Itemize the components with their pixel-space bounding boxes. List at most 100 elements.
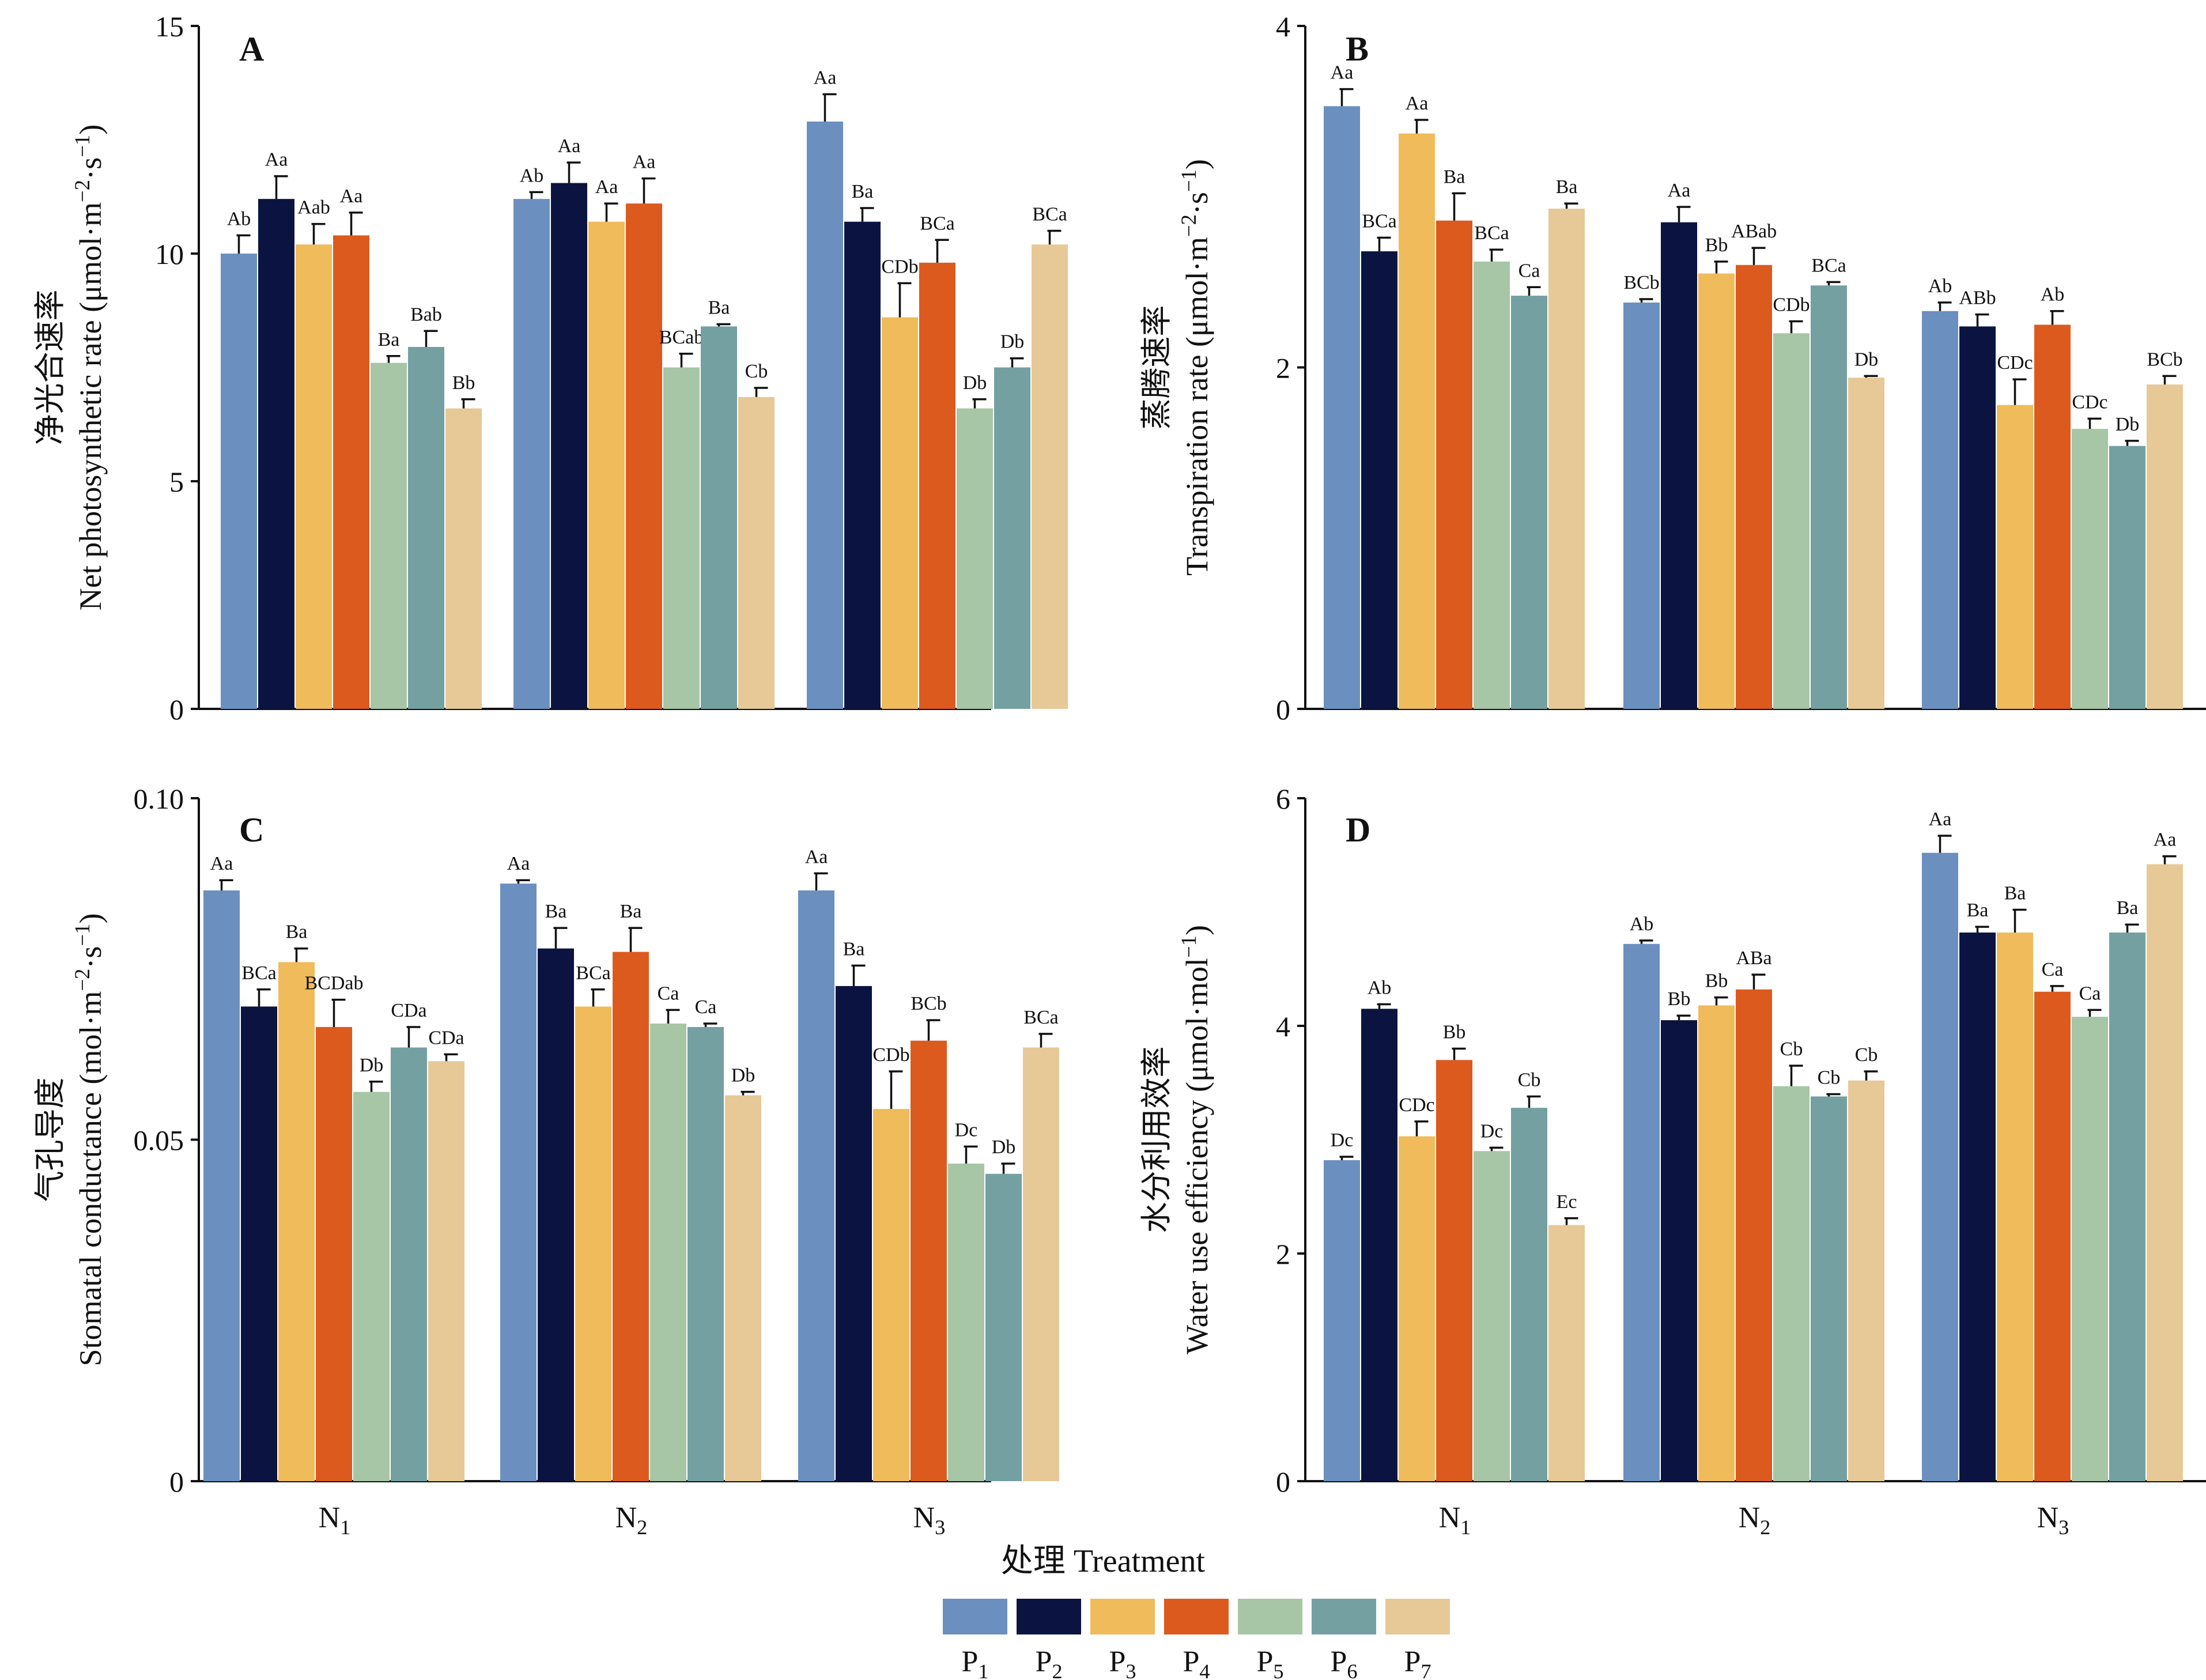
bar [1324,1160,1360,1481]
bar [1023,1047,1059,1481]
bar [626,203,662,709]
bar [882,317,918,709]
data-label: Db [963,372,987,394]
data-label: Bb [1668,988,1691,1010]
bar [1661,1020,1697,1481]
data-label: BCb [1623,272,1659,293]
data-label: Ab [520,165,544,186]
legend-swatch [1090,1599,1155,1634]
bar [1324,106,1360,709]
y-axis-title-cn: 蒸腾速率 [1139,305,1174,430]
bar [1474,1151,1510,1481]
y-tick-label: 2 [1276,352,1290,384]
data-label: ABa [1736,947,1771,969]
bar [2034,324,2071,709]
bar [688,1026,724,1481]
panel-label: C [239,811,264,849]
data-label: Ba [545,901,567,922]
bar [807,121,843,709]
data-label: Ba [2004,883,2026,904]
panel-label: A [239,30,264,68]
data-label: Db [1000,331,1025,353]
data-label: Bb [1705,235,1728,256]
panel-c: 0 0.05 0.10 C 气孔导度 Stomatal conductance (mol·… [33,783,1059,1539]
data-label: Aab [297,197,330,218]
bar [1399,133,1435,709]
data-label: Cb [1855,1044,1878,1066]
bar [1361,1009,1397,1481]
bar [2072,429,2108,709]
data-label: Bab [410,304,442,325]
y-axis-title-en: Stomatal conductance (mol·m−2·s−1) [70,913,108,1366]
data-label: Bb [1443,1022,1466,1043]
bar [296,244,332,709]
bar [1773,1086,1810,1481]
panel-b: 0 2 4 B 蒸腾速率 Transpiration rate (μmol·m−2·s−1… [1139,10,2206,726]
bar [1698,1005,1735,1481]
bar [513,199,550,709]
bar [258,199,294,709]
bar [701,326,737,709]
data-label: Ba [1967,900,1989,921]
bar [1661,222,1697,709]
x-axis-title: 处理 Treatment [1001,1543,1206,1579]
data-label: Dc [1480,1120,1504,1142]
legend-swatch [1238,1599,1302,1634]
bar [1959,326,1996,709]
panel-d: 0 2 4 6 D 水分利用效率 Water use efficiency (μmol·mo… [1139,783,2206,1539]
data-label: Bb [452,372,475,394]
x-tick-label: N3 [913,1501,946,1539]
data-label: Cb [745,361,768,382]
bar [1848,1080,1884,1481]
y-axis-title-en: Net photosynthetic rate (μmol·m−2·s−1) [70,124,108,610]
bar [221,254,257,709]
panel-a: 0 5 10 15 A 净光合速率 Net photosynthetic rate (μmo… [33,10,1068,726]
bar [371,363,407,709]
bar [798,890,834,1481]
bar [1848,377,1884,709]
y-tick-label: 4 [1276,1010,1290,1043]
data-label: BCa [1023,1007,1058,1028]
bar [445,408,482,709]
bar [1436,220,1472,709]
bar [1773,333,1810,709]
y-tick-label: 0 [169,693,184,726]
bar [1997,933,2033,1481]
bar [663,367,700,709]
y-tick-label: 0 [1276,693,1290,726]
bar [1474,261,1510,709]
data-label: Ca [695,996,717,1018]
data-label: Bb [1705,971,1728,992]
data-label: Ab [2041,284,2065,305]
x-tick-label: N2 [1739,1501,1771,1539]
data-label: Ca [2079,983,2101,1004]
bar [1548,1225,1585,1481]
legend-swatch [1385,1599,1450,1634]
data-label: Cb [1780,1039,1803,1060]
y-tick-label: 2 [1276,1238,1290,1270]
data-label: Aa [210,853,233,874]
bar [650,1024,686,1481]
data-label: Db [992,1137,1016,1158]
legend-label: P6 [1330,1645,1357,1680]
data-label: BCb [2147,349,2182,370]
data-label: Aa [340,186,363,207]
data-label: CDb [872,1044,909,1066]
data-label: Aa [805,846,828,867]
bar [500,884,537,1481]
legend-label: P2 [1035,1645,1062,1680]
y-axis-title-en: Transpiration rate (μmol·m−2·s−1) [1177,159,1214,576]
bar [353,1092,390,1481]
legend: P1 P2 P3 P4 P5 P6 P7 [943,1599,1450,1680]
data-label: Ab [227,208,251,229]
y-axis-title-cn: 净光合速率 [33,290,67,446]
bar [725,1095,761,1481]
data-label: Ba [2117,897,2139,919]
data-label: Ba [620,901,642,922]
bar [1736,989,1772,1481]
data-label: Ec [1557,1191,1577,1213]
data-label: CDb [881,256,918,277]
data-label: BCa [1474,222,1509,244]
bar [985,1173,1022,1481]
